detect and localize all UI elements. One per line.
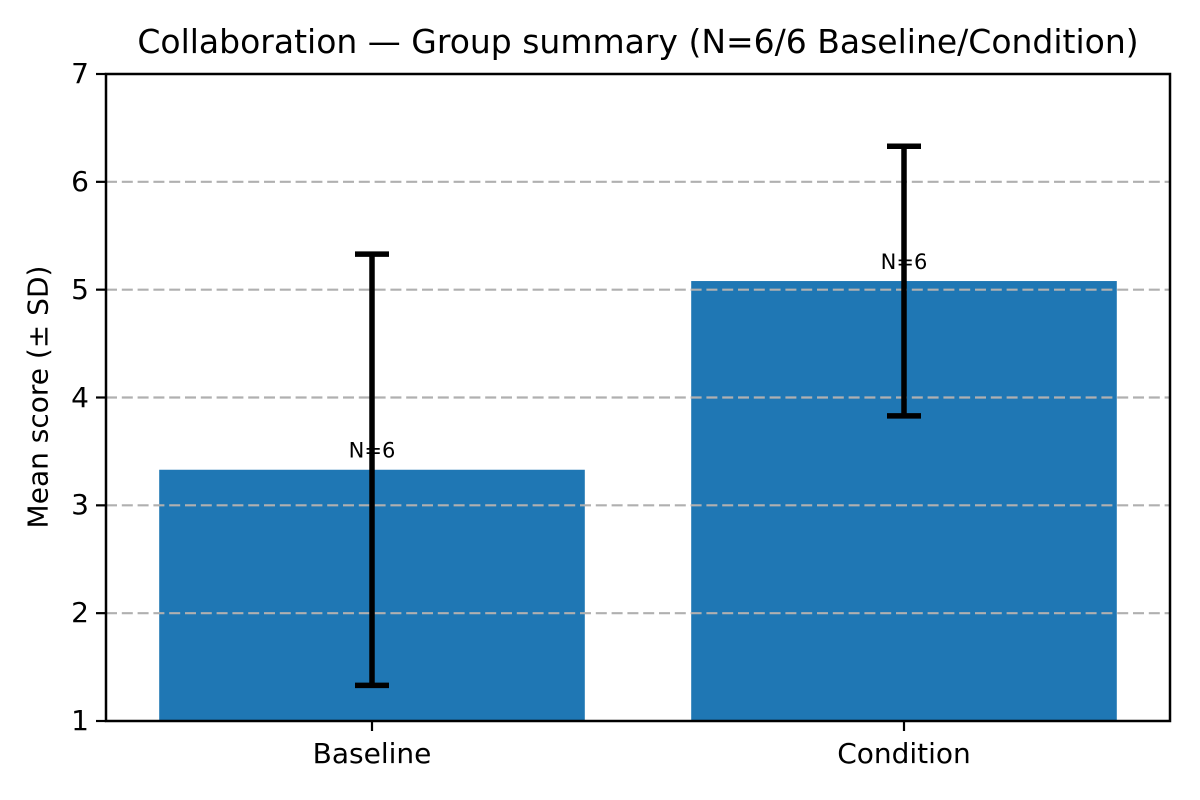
xtick-label-baseline: Baseline bbox=[312, 737, 432, 770]
ytick-label-1: 1 bbox=[71, 703, 89, 737]
xtick-label-condition: Condition bbox=[837, 737, 971, 770]
ytick-label-5: 5 bbox=[71, 272, 89, 306]
ytick-label-2: 2 bbox=[71, 595, 89, 629]
chart-title: Collaboration — Group summary (N=6/6 Bas… bbox=[137, 22, 1139, 61]
ytick-label-6: 6 bbox=[71, 164, 89, 198]
ytick-label-3: 3 bbox=[71, 488, 89, 522]
ytick-label-7: 7 bbox=[71, 56, 89, 90]
ytick-label-4: 4 bbox=[71, 380, 89, 414]
